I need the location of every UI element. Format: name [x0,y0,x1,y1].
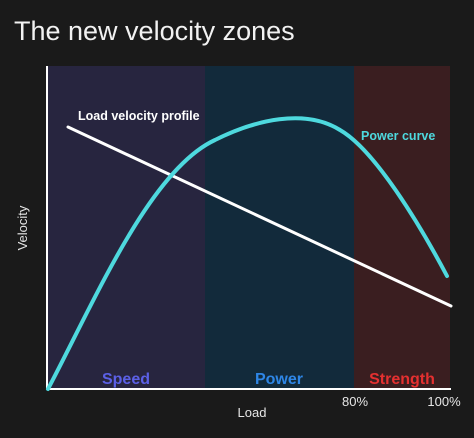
chart-title: The new velocity zones [14,16,295,46]
zone-label-speed: Speed [102,371,150,388]
load-velocity-line [66,125,453,308]
zone-label-strength: Strength [369,371,435,388]
x-tick-100: 100% [427,394,461,409]
annotation-load-velocity: Load velocity profile [78,109,200,123]
annotation-power-curve: Power curve [361,129,435,143]
y-axis-label: Velocity [15,205,30,250]
zone-bg-strength [354,66,450,389]
x-axis-label: Load [238,405,267,420]
power-curve-line [46,116,449,391]
zone-label-power: Power [255,371,303,388]
x-tick-80: 80% [342,394,368,409]
